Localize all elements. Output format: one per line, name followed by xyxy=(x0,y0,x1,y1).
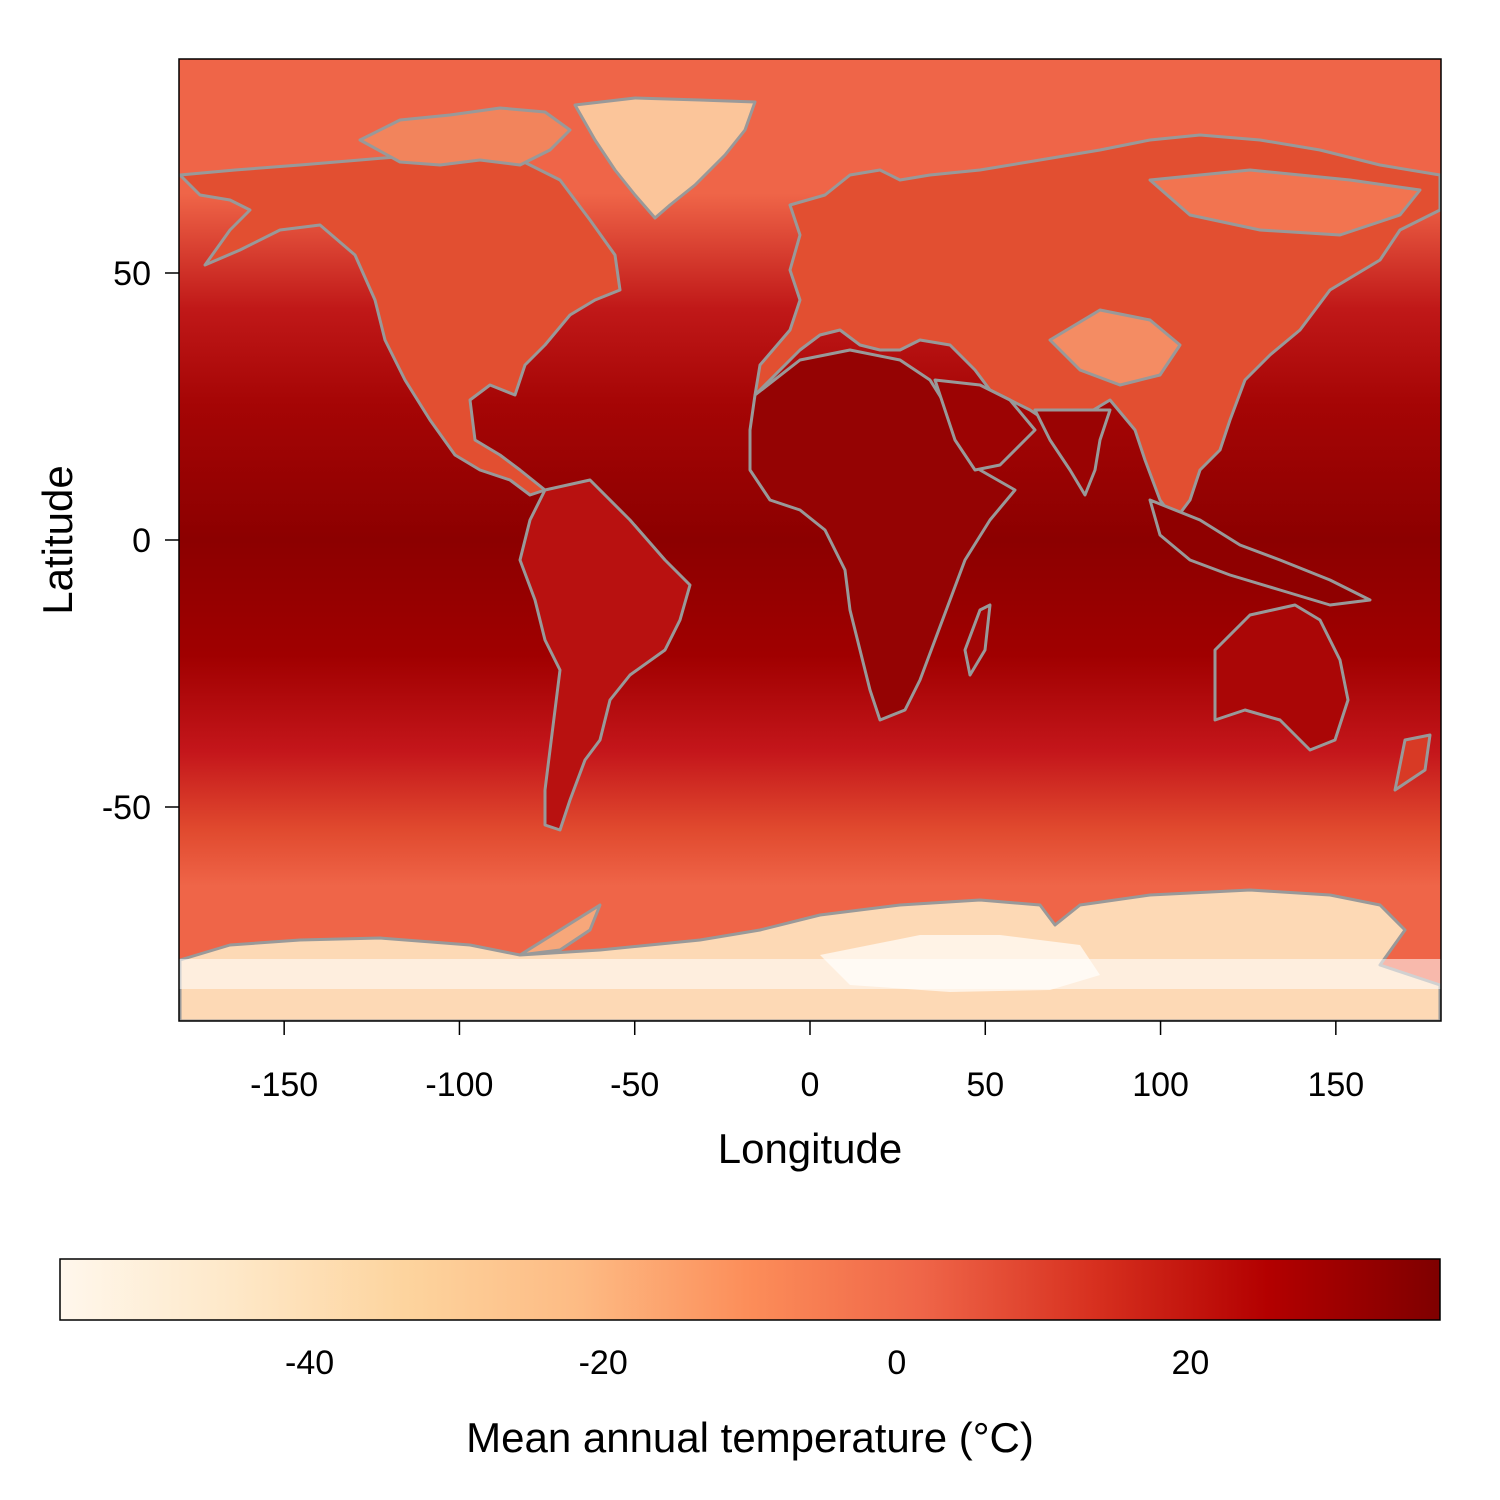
colorbar-tick-label: 20 xyxy=(1172,1344,1210,1382)
y-tick-label: 50 xyxy=(113,255,151,293)
antarctic-peninsula xyxy=(518,903,602,957)
south-pole-no-data-strip xyxy=(179,959,1441,989)
x-tick-label: 50 xyxy=(966,1066,1004,1104)
y-axis: 50 0 -50 xyxy=(102,255,179,827)
canadian-arctic xyxy=(358,106,572,167)
x-tick-label: 0 xyxy=(801,1066,820,1104)
colorbar-tick-label: 0 xyxy=(887,1344,906,1382)
x-axis: -150 -100 -50 0 50 100 150 xyxy=(250,1021,1364,1104)
new-zealand xyxy=(1393,733,1432,792)
madagascar xyxy=(963,603,992,677)
colorbar-tick-label: -40 xyxy=(285,1344,334,1382)
colorbar-title: Mean annual temperature (°C) xyxy=(466,1414,1034,1461)
colorbar-tick-label: -20 xyxy=(579,1344,628,1382)
x-tick-label: -50 xyxy=(610,1066,659,1104)
colorbar-ticks: -40 -20 0 20 xyxy=(285,1344,1209,1382)
y-tick-label: -50 xyxy=(102,789,151,827)
x-tick-label: -150 xyxy=(250,1066,318,1104)
south-america xyxy=(518,478,692,832)
colorbar-legend: -40 -20 0 20 Mean annual temperature (°C) xyxy=(59,1258,1441,1461)
africa xyxy=(748,348,1017,722)
greenland xyxy=(573,96,757,220)
colorbar xyxy=(59,1258,1441,1321)
y-tick-label: 0 xyxy=(132,522,151,560)
southeast-asia-islands xyxy=(1148,498,1372,607)
north-america xyxy=(179,146,622,497)
siberia-cold xyxy=(1148,168,1422,237)
map-panel xyxy=(179,59,1441,1021)
australia xyxy=(1213,603,1350,752)
x-tick-label: 100 xyxy=(1132,1066,1189,1104)
y-axis-title: Latitude xyxy=(34,465,81,614)
tibetan-plateau xyxy=(1048,308,1182,387)
x-tick-label: 150 xyxy=(1307,1066,1364,1104)
x-tick-label: -100 xyxy=(425,1066,493,1104)
x-axis-title: Longitude xyxy=(718,1125,903,1172)
arabia xyxy=(933,378,1037,472)
indian-subcontinent xyxy=(1033,408,1112,497)
